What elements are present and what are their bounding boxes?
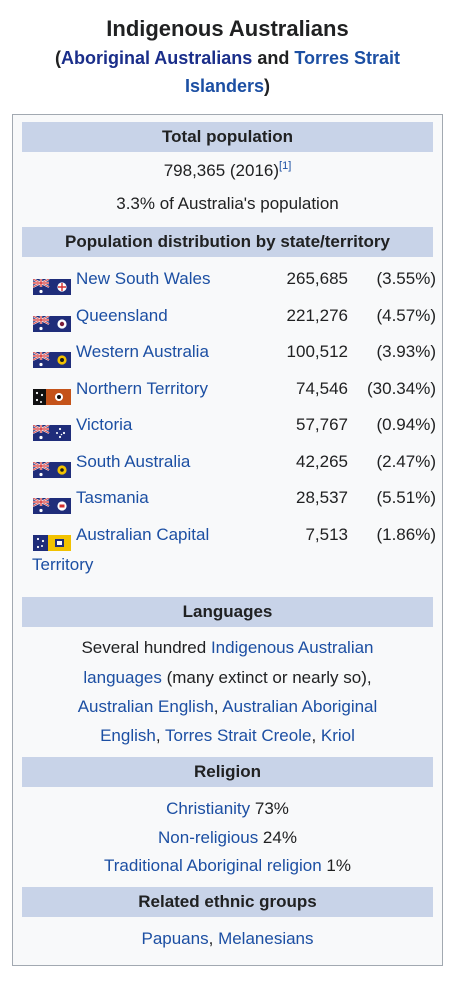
religion-pct: 73% <box>250 799 289 818</box>
torres-strait-creole-link[interactable]: Torres Strait Creole <box>165 726 312 745</box>
nt-flag-icon <box>33 382 71 405</box>
state-row: Tasmania 28,537 (5.51%) <box>13 480 442 516</box>
infobox: Total population 798,365 (2016)[1] 3.3% … <box>12 114 443 966</box>
subtitle-and: and <box>252 48 295 68</box>
related-groups: Papuans, Melanesians <box>13 927 442 951</box>
state-percentage: (4.57%) <box>376 305 436 325</box>
population-value: 798,365 (2016)[1] <box>13 159 442 183</box>
state-population: 74,546 <box>296 378 348 398</box>
aboriginal-australians-link[interactable]: Aboriginal Australians <box>60 48 253 68</box>
comma-3: , <box>311 726 321 745</box>
languages-text-2: (many extinct or nearly so), <box>161 668 372 687</box>
state-link-continued[interactable]: Territory <box>32 554 94 574</box>
aboriginal-english-link-b[interactable]: English <box>100 726 156 745</box>
total-population-header: Total population <box>22 122 433 152</box>
languages-text-1: Several hundred <box>81 638 211 657</box>
state-population: 42,265 <box>296 451 348 471</box>
religion-item: Christianity 73% <box>13 797 442 821</box>
state-percentage: (3.93%) <box>376 342 436 361</box>
vic-flag-icon <box>32 418 71 441</box>
traditional-religion-link[interactable]: Traditional Aboriginal religion <box>104 856 322 875</box>
state-row: Northern Territory 74,546 (30.34%) <box>13 371 442 407</box>
state-population: 265,685 <box>286 269 348 288</box>
religion-item: Non-religious 24% <box>13 826 442 850</box>
state-link[interactable]: Queensland <box>76 305 168 325</box>
christianity-link[interactable]: Christianity <box>166 799 251 818</box>
state-link[interactable]: Tasmania <box>76 488 149 507</box>
state-link[interactable]: Northern Territory <box>76 378 208 398</box>
comma-2: , <box>155 726 165 745</box>
state-row: South Australia 42,265 (2.47%) <box>13 444 442 480</box>
religion-pct: 24% <box>258 828 297 847</box>
state-row: Australian Capital 7,513 (1.86%) Territory <box>13 517 442 574</box>
related-separator: , <box>208 929 219 948</box>
state-population: 221,276 <box>286 305 348 325</box>
state-percentage: (3.55%) <box>376 269 436 288</box>
state-population: 7,513 <box>305 524 348 544</box>
tas-flag-icon <box>32 491 71 514</box>
act-flag-icon <box>33 528 71 551</box>
languages-header: Languages <box>22 597 433 627</box>
population-count: 798,365 (2016) <box>163 161 280 180</box>
sa-flag-icon <box>32 455 71 478</box>
state-percentage: (5.51%) <box>376 488 436 507</box>
torres-strait-islanders-link[interactable]: Torres Strait Islanders <box>184 48 401 96</box>
languages-line-4: English, Torres Strait Creole, Kriol <box>13 724 442 748</box>
state-percentage: (0.94%) <box>376 415 436 434</box>
population-share: 3.3% of Australia's population <box>116 194 339 213</box>
aboriginal-english-link-a[interactable]: Australian Aboriginal <box>222 697 378 716</box>
state-row: Western Australia 100,512 (3.93%) <box>13 334 442 370</box>
related-groups-header: Related ethnic groups <box>22 887 433 917</box>
subtitle-close-paren: ) <box>264 76 271 96</box>
melanesians-link[interactable]: Melanesians <box>218 929 314 948</box>
qld-flag-icon <box>32 309 71 332</box>
state-row: New South Wales 265,685 (3.55%) <box>13 261 442 297</box>
papuans-link[interactable]: Papuans <box>141 929 209 948</box>
state-row: Queensland 221,276 (4.57%) <box>13 298 442 334</box>
infobox-subtitle: (Aboriginal Australians and Torres Strai… <box>0 44 455 100</box>
state-percentage: (2.47%) <box>376 451 436 471</box>
religion-header: Religion <box>22 757 433 787</box>
languages-line-2: languages (many extinct or nearly so), <box>13 666 442 690</box>
comma-1: , <box>213 697 223 716</box>
non-religious-link[interactable]: Non-religious <box>158 828 259 847</box>
reference-link[interactable]: [1] <box>279 160 292 172</box>
distribution-header: Population distribution by state/territo… <box>22 227 433 257</box>
languages-line-3: Australian English, Australian Aborigina… <box>13 695 442 719</box>
state-link[interactable]: Australian Capital <box>76 524 210 544</box>
religion-pct: 1% <box>321 856 351 875</box>
state-link[interactable]: Victoria <box>76 415 133 434</box>
indigenous-languages-link-a[interactable]: Indigenous Australian <box>210 638 374 657</box>
languages-line-1: Several hundred Indigenous Australian <box>13 636 442 660</box>
state-percentage: (30.34%) <box>367 378 436 398</box>
wa-flag-icon <box>32 345 71 368</box>
state-link[interactable]: New South Wales <box>76 269 211 288</box>
religion-item: Traditional Aboriginal religion 1% <box>13 854 442 878</box>
state-link[interactable]: South Australia <box>76 451 191 471</box>
state-population: 28,537 <box>296 488 348 507</box>
state-population: 57,767 <box>296 415 348 434</box>
state-population: 100,512 <box>286 342 348 361</box>
indigenous-languages-link-b[interactable]: languages <box>83 668 162 687</box>
state-percentage: (1.86%) <box>376 524 436 544</box>
state-link[interactable]: Western Australia <box>76 342 209 361</box>
nsw-flag-icon <box>32 272 71 295</box>
subtitle-open-paren: ( <box>54 48 61 68</box>
state-row: Victoria 57,767 (0.94%) <box>13 407 442 443</box>
infobox-title: Indigenous Australians <box>106 16 349 41</box>
australian-english-link[interactable]: Australian English <box>77 697 214 716</box>
kriol-link[interactable]: Kriol <box>320 726 355 745</box>
